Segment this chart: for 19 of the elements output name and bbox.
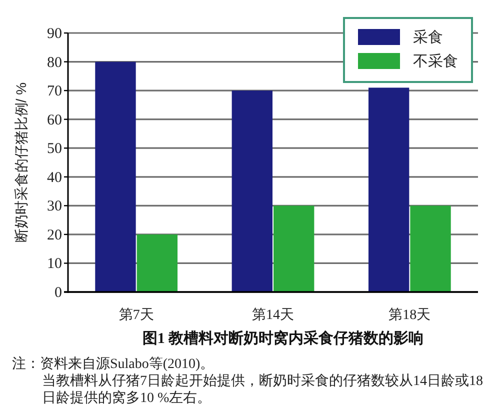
y-tick-label: 30 — [47, 198, 62, 215]
y-tick-label: 90 — [47, 26, 62, 42]
text: 当教槽料从仔猪7日龄起开始提供，断奶时采食的仔猪数较从14日龄或18日龄提供的窝多10 %左右。 — [42, 373, 483, 406]
y-tick-label: 10 — [47, 256, 62, 272]
y-tick-label: 0 — [54, 285, 62, 301]
y-tick-label: 80 — [47, 54, 62, 71]
y-tick-label: 50 — [47, 141, 62, 158]
y-tick-label: 40 — [47, 170, 62, 186]
x-tick-label: 第18天 — [388, 307, 431, 323]
y-tick-label: 20 — [47, 227, 62, 244]
text: 图1 教槽料对断奶时窝内采食仔猪数的影响 — [142, 329, 424, 347]
x-tick-label: 第7天 — [118, 307, 154, 323]
y-tick-label: 60 — [47, 112, 62, 128]
legend-label: 采食 — [413, 29, 443, 46]
y-tick-label: 70 — [47, 84, 62, 100]
x-tick-label: 第14天 — [252, 307, 294, 323]
text: 注：资料来自源Sulabo等(2010)。 — [12, 356, 214, 372]
legend-label: 不采食 — [413, 53, 458, 70]
y-axis-title: 断奶时采食的仔猪比例/ % — [13, 82, 29, 243]
